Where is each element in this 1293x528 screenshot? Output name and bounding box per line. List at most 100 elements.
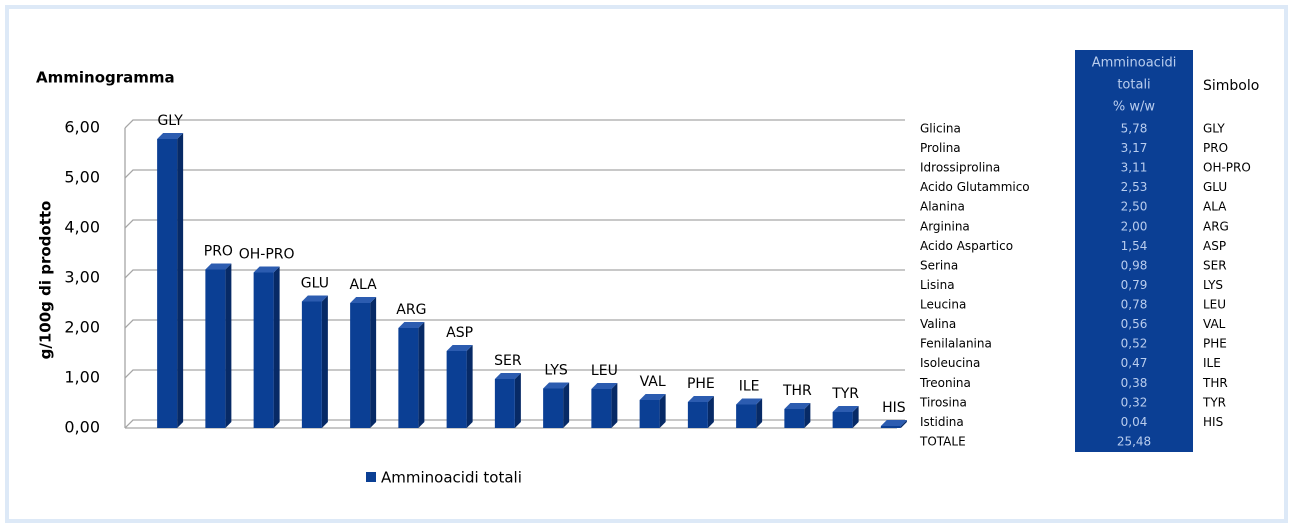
- bar: [543, 388, 564, 428]
- y-tick-label: 3,00: [64, 268, 100, 287]
- table-symbol: TYR: [1202, 395, 1226, 409]
- bar: [687, 402, 708, 428]
- table-value: 3,11: [1121, 161, 1148, 175]
- table-symbol: GLU: [1203, 180, 1227, 194]
- bar-side: [370, 297, 377, 428]
- table-symbol: GLY: [1203, 122, 1225, 136]
- table-name: Acido Aspartico: [920, 239, 1013, 253]
- bar-side: [418, 322, 425, 428]
- bar-top: [639, 394, 666, 400]
- bar: [301, 301, 322, 428]
- bar: [253, 272, 274, 428]
- bar-label: LEU: [591, 363, 618, 379]
- table-symbol: VAL: [1203, 317, 1226, 331]
- bar: [736, 404, 757, 428]
- bar-top: [205, 263, 232, 270]
- bar: [446, 351, 467, 428]
- legend-swatch: [366, 472, 376, 482]
- y-tick-label: 1,00: [64, 368, 100, 387]
- bar-side: [659, 394, 666, 428]
- table-value: 2,00: [1121, 219, 1148, 233]
- bar-top: [446, 345, 473, 351]
- table-highlight-column: [1075, 50, 1193, 452]
- table-name: Treonina: [919, 376, 971, 390]
- bar-top: [350, 297, 377, 303]
- y-tick-label: 5,00: [64, 168, 100, 187]
- table-symbol: ASP: [1203, 239, 1226, 253]
- bar-label: PHE: [687, 376, 715, 392]
- bar-label: ILE: [739, 379, 760, 395]
- bar-label: GLY: [157, 113, 183, 129]
- bar-label: HIS: [882, 400, 906, 416]
- table-name: Idrossiprolina: [920, 161, 1000, 175]
- bar-top: [591, 383, 618, 389]
- bar-top: [832, 406, 859, 412]
- table-symbol: ILE: [1203, 356, 1221, 370]
- table-name: Fenilalanina: [920, 337, 992, 351]
- bar-top: [301, 295, 328, 302]
- table-header: % w/w: [1113, 100, 1155, 115]
- bar-side: [321, 295, 328, 428]
- bar-top: [398, 322, 425, 328]
- bar-label: THR: [782, 383, 812, 399]
- table-value: 0,52: [1121, 337, 1148, 351]
- table-symbol: ARG: [1203, 219, 1229, 233]
- table-value: 3,17: [1121, 141, 1148, 155]
- bar-label: VAL: [640, 374, 666, 390]
- table-name: Serina: [920, 258, 958, 272]
- bar-label: GLU: [301, 276, 329, 292]
- bar-side: [177, 133, 184, 428]
- table-value: 1,54: [1121, 239, 1148, 253]
- bar: [880, 426, 901, 428]
- y-tick-label: 0,00: [64, 418, 100, 437]
- table-name: Alanina: [920, 200, 965, 214]
- bar: [639, 400, 660, 428]
- table-name: Prolina: [920, 141, 961, 155]
- table-header: Simbolo: [1203, 78, 1259, 94]
- table-name: Tirosina: [919, 395, 967, 409]
- y-tick-label: 4,00: [64, 218, 100, 237]
- table-symbol: THR: [1202, 376, 1228, 390]
- table-value: 0,78: [1121, 298, 1148, 312]
- table-value: 0,38: [1121, 376, 1148, 390]
- grid-line: [124, 369, 905, 379]
- bar: [205, 269, 226, 428]
- bar-top: [494, 373, 521, 379]
- grid-line: [124, 169, 905, 179]
- table-name: Isoleucina: [920, 356, 980, 370]
- bar-side: [900, 420, 907, 428]
- table-header: totali: [1117, 78, 1150, 93]
- bar-top: [543, 382, 570, 389]
- bar-top: [880, 420, 907, 426]
- table-value: 0,32: [1121, 395, 1148, 409]
- table-symbol: LEU: [1203, 298, 1226, 312]
- table-symbol: HIS: [1203, 415, 1223, 429]
- table-value: 0,04: [1121, 415, 1148, 429]
- bar-top: [687, 396, 714, 402]
- bar-side: [563, 382, 570, 428]
- bar-side: [514, 373, 521, 428]
- table-name: Glicina: [920, 122, 961, 136]
- table-symbol: ALA: [1203, 200, 1227, 214]
- table-value: 0,56: [1121, 317, 1148, 331]
- bar-label: SER: [494, 353, 522, 369]
- bar: [784, 409, 805, 428]
- table-name: Lisina: [920, 278, 955, 292]
- y-axis-label: g/100g di prodotto: [37, 201, 55, 360]
- bar-side: [225, 263, 232, 428]
- table-value: 0,47: [1121, 356, 1148, 370]
- bar-label: ARG: [396, 302, 426, 318]
- table-name: Istidina: [920, 415, 964, 429]
- table-value: 0,79: [1121, 278, 1148, 292]
- table-symbol: SER: [1203, 258, 1227, 272]
- chart-title: Amminogramma: [36, 69, 175, 87]
- grid-line: [124, 219, 905, 229]
- table-symbol: LYS: [1203, 278, 1223, 292]
- table-symbol: PHE: [1203, 337, 1227, 351]
- bar-top: [253, 266, 280, 273]
- bar-top: [784, 403, 811, 409]
- bar-top: [736, 398, 763, 405]
- bar-side: [611, 383, 618, 428]
- bar-side: [804, 403, 811, 428]
